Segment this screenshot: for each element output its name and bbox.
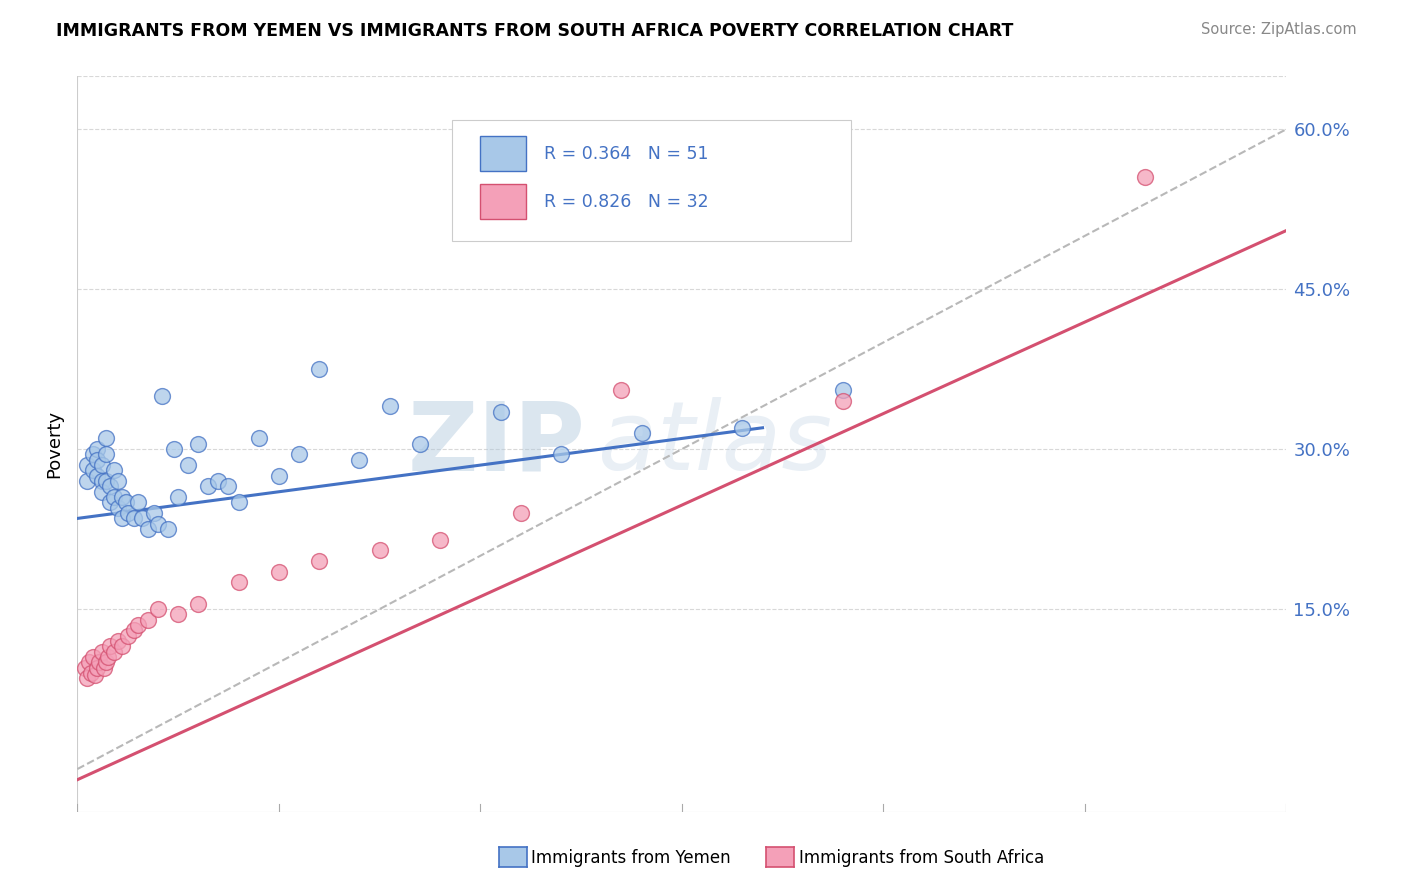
Point bbox=[409, 437, 432, 451]
Text: atlas: atlas bbox=[598, 397, 832, 491]
Point bbox=[86, 442, 108, 456]
Point bbox=[349, 452, 371, 467]
Point bbox=[308, 554, 330, 568]
Text: ZIP: ZIP bbox=[408, 397, 585, 491]
Point bbox=[177, 458, 200, 472]
Point bbox=[218, 479, 240, 493]
Point bbox=[288, 447, 311, 461]
Point bbox=[167, 607, 190, 622]
FancyBboxPatch shape bbox=[453, 120, 851, 242]
Point bbox=[80, 666, 103, 681]
Point bbox=[76, 474, 98, 488]
Point bbox=[86, 452, 108, 467]
Point bbox=[94, 474, 117, 488]
Point bbox=[228, 495, 250, 509]
Point bbox=[98, 640, 121, 654]
Point bbox=[98, 495, 121, 509]
Point bbox=[197, 479, 219, 493]
Point bbox=[96, 650, 118, 665]
Point bbox=[79, 656, 101, 670]
Point bbox=[94, 447, 117, 461]
Point bbox=[610, 384, 633, 398]
Point bbox=[163, 442, 186, 456]
Point bbox=[82, 447, 104, 461]
Point bbox=[509, 506, 531, 520]
Point bbox=[103, 490, 125, 504]
Point bbox=[267, 468, 290, 483]
Point bbox=[76, 672, 98, 686]
Point bbox=[228, 575, 250, 590]
Point bbox=[368, 543, 391, 558]
Point bbox=[84, 668, 107, 682]
Point bbox=[832, 384, 855, 398]
Point bbox=[90, 474, 112, 488]
Point bbox=[247, 432, 270, 446]
Point bbox=[142, 506, 165, 520]
Point bbox=[136, 613, 159, 627]
Point bbox=[76, 458, 98, 472]
Point bbox=[731, 421, 754, 435]
Point bbox=[267, 565, 290, 579]
Point bbox=[136, 522, 159, 536]
Point bbox=[111, 490, 134, 504]
Text: R = 0.364   N = 51: R = 0.364 N = 51 bbox=[544, 145, 709, 163]
Point bbox=[832, 394, 855, 409]
Point bbox=[107, 634, 129, 648]
Point bbox=[167, 490, 190, 504]
Point bbox=[90, 458, 112, 472]
Point bbox=[86, 661, 108, 675]
FancyBboxPatch shape bbox=[479, 184, 526, 219]
Y-axis label: Poverty: Poverty bbox=[45, 409, 63, 478]
Text: Immigrants from South Africa: Immigrants from South Africa bbox=[799, 849, 1043, 867]
Point bbox=[117, 629, 139, 643]
Point bbox=[1135, 170, 1157, 185]
Point bbox=[90, 645, 112, 659]
Point bbox=[187, 597, 209, 611]
FancyBboxPatch shape bbox=[479, 136, 526, 171]
Point bbox=[131, 511, 153, 525]
Point bbox=[94, 656, 117, 670]
Point bbox=[86, 468, 108, 483]
Point bbox=[107, 500, 129, 515]
Point bbox=[489, 405, 512, 419]
Point bbox=[146, 516, 169, 531]
Point bbox=[111, 640, 134, 654]
Text: Immigrants from Yemen: Immigrants from Yemen bbox=[531, 849, 731, 867]
Point bbox=[127, 618, 149, 632]
Point bbox=[111, 511, 134, 525]
Point bbox=[122, 511, 145, 525]
Point bbox=[150, 389, 173, 403]
Text: IMMIGRANTS FROM YEMEN VS IMMIGRANTS FROM SOUTH AFRICA POVERTY CORRELATION CHART: IMMIGRANTS FROM YEMEN VS IMMIGRANTS FROM… bbox=[56, 22, 1014, 40]
Point bbox=[429, 533, 451, 547]
Point bbox=[93, 661, 115, 675]
Point bbox=[117, 506, 139, 520]
Point bbox=[98, 479, 121, 493]
Point bbox=[378, 400, 401, 414]
Point bbox=[75, 661, 97, 675]
Point bbox=[122, 624, 145, 638]
Point bbox=[90, 484, 112, 499]
Point bbox=[89, 656, 111, 670]
Text: R = 0.826   N = 32: R = 0.826 N = 32 bbox=[544, 193, 709, 211]
Point bbox=[114, 495, 136, 509]
Point bbox=[187, 437, 209, 451]
Point bbox=[107, 474, 129, 488]
Point bbox=[308, 362, 330, 376]
Point bbox=[82, 650, 104, 665]
Point bbox=[207, 474, 229, 488]
Point bbox=[630, 426, 652, 441]
Point bbox=[127, 495, 149, 509]
Point bbox=[103, 463, 125, 477]
Point bbox=[82, 463, 104, 477]
Point bbox=[146, 602, 169, 616]
Point bbox=[103, 645, 125, 659]
Text: Source: ZipAtlas.com: Source: ZipAtlas.com bbox=[1201, 22, 1357, 37]
Point bbox=[94, 432, 117, 446]
Point bbox=[550, 447, 572, 461]
Point bbox=[157, 522, 180, 536]
